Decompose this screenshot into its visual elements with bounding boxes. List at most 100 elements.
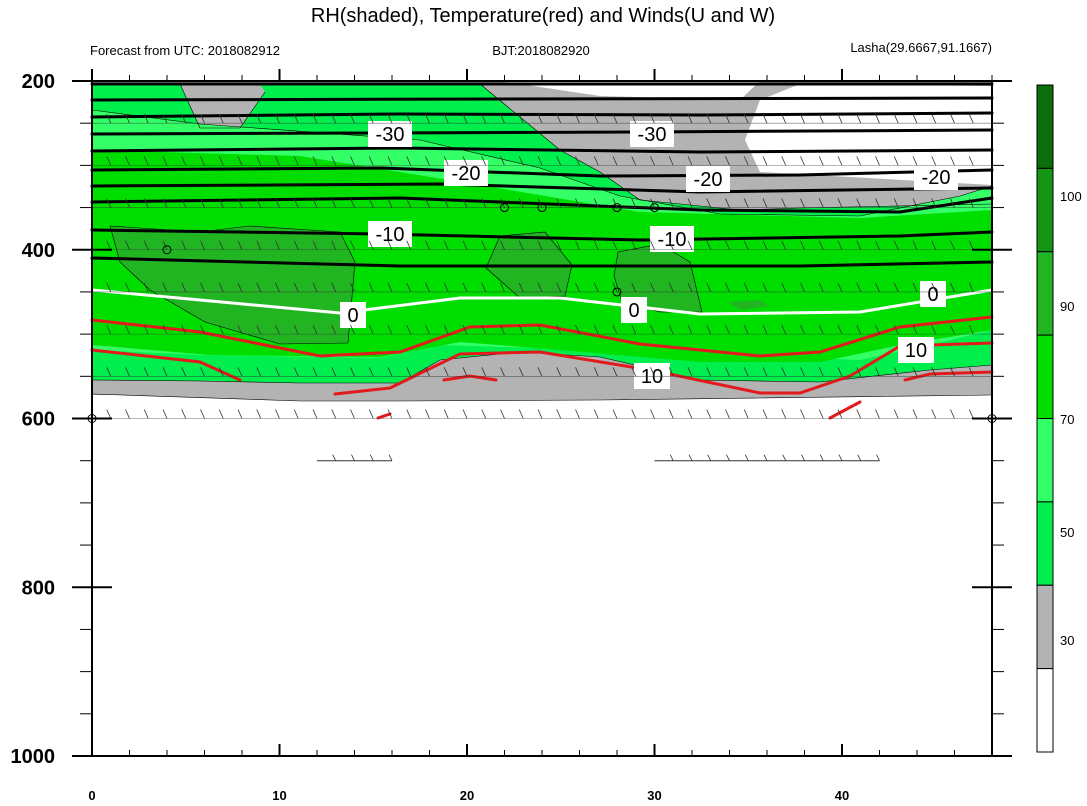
label-ten-a: 10 [641, 366, 663, 388]
wind-barb [537, 240, 543, 250]
wind-barb [218, 156, 224, 166]
wind-barb [331, 282, 337, 293]
wind-barb [950, 198, 955, 208]
isotherm-minus-30 [90, 146, 994, 154]
wind-barb [687, 156, 693, 166]
wind-barb [387, 324, 393, 335]
wind-barb [387, 156, 393, 166]
wind-barb [575, 324, 580, 335]
wind-barb [218, 324, 224, 335]
wind-barb [781, 114, 787, 124]
wind-barb [668, 409, 674, 419]
wind-barb [950, 409, 955, 419]
label-zero-c: 0 [927, 284, 938, 306]
colorbar-tick-label: 50 [1060, 525, 1074, 540]
wind-barb [162, 198, 168, 208]
wind-barb [968, 198, 974, 208]
wind-barb [143, 409, 149, 419]
wind-barb [162, 282, 168, 293]
wind-barb [631, 409, 637, 419]
wind-barb [125, 324, 130, 335]
wind-barb [556, 409, 562, 419]
wind-barb [369, 454, 374, 461]
wind-barb [293, 240, 299, 250]
isotherm-minus-35 [90, 111, 994, 119]
wind-barb [200, 156, 205, 166]
wind-barb [856, 198, 862, 208]
wind-barb [912, 282, 918, 293]
wind-barb [237, 156, 243, 166]
wind-barb [387, 114, 393, 124]
wind-barb [856, 240, 862, 250]
wind-barb [650, 282, 655, 293]
colorbar-box [1036, 418, 1054, 503]
wind-barb [256, 282, 262, 293]
wind-barb [518, 198, 524, 208]
wind-barb [481, 198, 487, 208]
wind-barb [800, 240, 805, 250]
isotherm-minus-22 [90, 182, 994, 194]
wind-barb [612, 198, 618, 208]
wind-barb [237, 114, 243, 124]
wind-barbs [87, 114, 997, 462]
label-minus-30-b: -30 [638, 124, 667, 146]
wind-barb [500, 198, 505, 208]
wind-barb [462, 324, 468, 335]
wind-barb [762, 240, 768, 250]
wind-barb [782, 454, 787, 461]
wind-barb [875, 156, 880, 166]
colorbar-box [1036, 167, 1054, 253]
wind-barb [818, 156, 824, 166]
wind-barb [668, 114, 674, 124]
wind-barb [462, 240, 468, 250]
wind-barb [312, 240, 318, 250]
wind-barb [781, 198, 787, 208]
wind-barb [162, 367, 168, 377]
wind-barb [631, 324, 637, 335]
wind-barb [687, 409, 693, 419]
wind-barb [237, 409, 243, 419]
wind-barb [706, 114, 712, 124]
wind-barb [218, 114, 224, 124]
wind-barb [968, 114, 974, 124]
wind-barb [350, 282, 355, 293]
wind-barb [818, 409, 824, 419]
wind-barb [875, 282, 880, 293]
wind-barb [293, 156, 299, 166]
wind-barb [856, 324, 862, 335]
wind-barb [876, 454, 880, 461]
wind-barb [669, 454, 674, 461]
wind-barb [275, 324, 280, 335]
wind-barb [312, 114, 318, 124]
wind-barb [781, 282, 787, 293]
wind-barb [406, 198, 412, 208]
rh-band-darkgreen-dot [728, 300, 768, 310]
wind-barb [743, 240, 749, 250]
wind-barb [425, 367, 430, 377]
wind-barb [350, 324, 355, 335]
wind-barb [762, 114, 768, 124]
wind-barb [800, 156, 805, 166]
wind-barb [556, 282, 562, 293]
wind-barb [575, 156, 580, 166]
wind-barb [162, 114, 168, 124]
rh-band-darkgreen-right [614, 244, 702, 312]
rh-shading [92, 81, 992, 401]
wind-barb [443, 367, 449, 377]
wind-barb [818, 240, 824, 250]
wind-barb [837, 198, 843, 208]
wind-barb [181, 198, 187, 208]
wind-barb [593, 324, 599, 335]
wind-barb [968, 240, 974, 250]
x-tick-label: 40 [835, 788, 849, 803]
colorbar-tick-label: 70 [1060, 412, 1074, 427]
wind-barb [181, 156, 187, 166]
rh-contour-lines [92, 83, 992, 402]
wind-barb [162, 240, 168, 250]
wind-barb [875, 324, 880, 335]
wind-barb [368, 114, 374, 124]
wind-barb [518, 156, 524, 166]
wind-barb [687, 367, 693, 377]
wind-barb [537, 156, 543, 166]
y-tick-label: 200 [22, 71, 55, 93]
